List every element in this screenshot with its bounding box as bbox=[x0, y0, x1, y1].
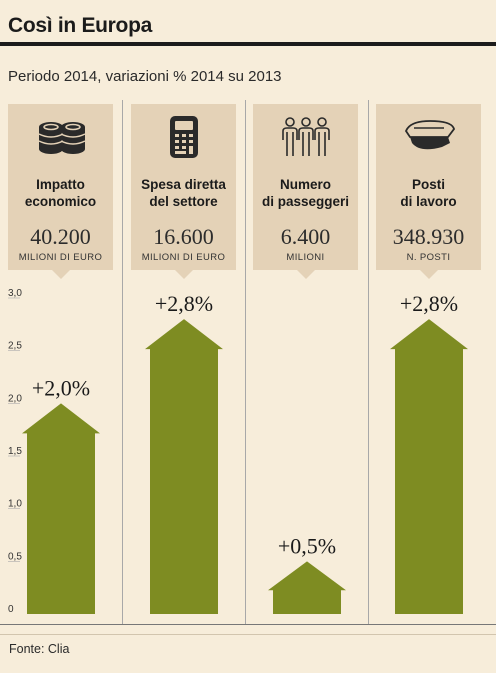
card-label: Numero di passeggeri bbox=[261, 177, 350, 209]
card-unit: MILIONI DI EURO bbox=[18, 252, 103, 263]
y-tick-label: 2,0 bbox=[8, 393, 22, 404]
card-label: Posti di lavoro bbox=[400, 177, 457, 209]
calculator-icon bbox=[131, 110, 236, 164]
value-label: +2,8% bbox=[155, 291, 213, 316]
card-value: 40.200 bbox=[30, 224, 91, 249]
y-tick-label: 0,5 bbox=[8, 551, 22, 562]
arrow-bar bbox=[390, 319, 468, 614]
card-value: 348.930 bbox=[392, 224, 465, 249]
arrow-bar bbox=[145, 319, 223, 614]
card-spesa-diretta: Spesa diretta del settore 16.600 MILIONI … bbox=[131, 104, 236, 279]
baseline bbox=[0, 624, 496, 625]
column-divider bbox=[368, 100, 369, 625]
y-tick-label: 0 bbox=[8, 604, 14, 615]
card-numero-passeggeri: Numero di passeggeri 6.400 MILIONI bbox=[253, 104, 358, 279]
page-title: Così in Europa bbox=[8, 14, 152, 37]
card-unit: N. POSTI bbox=[406, 252, 451, 263]
card-value: 6.400 bbox=[280, 224, 331, 249]
value-label: +2,8% bbox=[400, 291, 458, 316]
card-label: Spesa diretta del settore bbox=[141, 177, 226, 209]
value-label: +0,5% bbox=[278, 533, 336, 558]
card-value: 16.600 bbox=[153, 224, 214, 249]
page-subtitle: Periodo 2014, variazioni % 2014 su 2013 bbox=[8, 68, 282, 85]
card-unit: MILIONI DI EURO bbox=[141, 252, 226, 263]
y-tick-label: 1,5 bbox=[8, 446, 22, 457]
card-unit: MILIONI bbox=[286, 252, 325, 263]
captain-hat-icon bbox=[376, 110, 481, 164]
title-bar: Così in Europa bbox=[0, 0, 496, 46]
card-label: Impatto economico bbox=[24, 177, 97, 209]
arrow-bar bbox=[268, 561, 346, 614]
column-divider bbox=[122, 100, 123, 625]
arrow-bar bbox=[22, 403, 100, 614]
coins-icon bbox=[8, 110, 113, 164]
card-posti-lavoro: Posti di lavoro 348.930 N. POSTI bbox=[376, 104, 481, 279]
card-impatto-economico: Impatto economico 40.200 MILIONI DI EURO bbox=[8, 104, 113, 279]
source-note: Fonte: Clia bbox=[9, 642, 70, 656]
y-tick-label: 2,5 bbox=[8, 341, 22, 352]
source-box bbox=[0, 634, 496, 673]
column-divider bbox=[245, 100, 246, 625]
value-label: +2,0% bbox=[32, 375, 90, 400]
y-tick-label: 1,0 bbox=[8, 499, 22, 510]
passengers-icon bbox=[253, 110, 358, 164]
y-tick-label: 3,0 bbox=[8, 288, 22, 299]
